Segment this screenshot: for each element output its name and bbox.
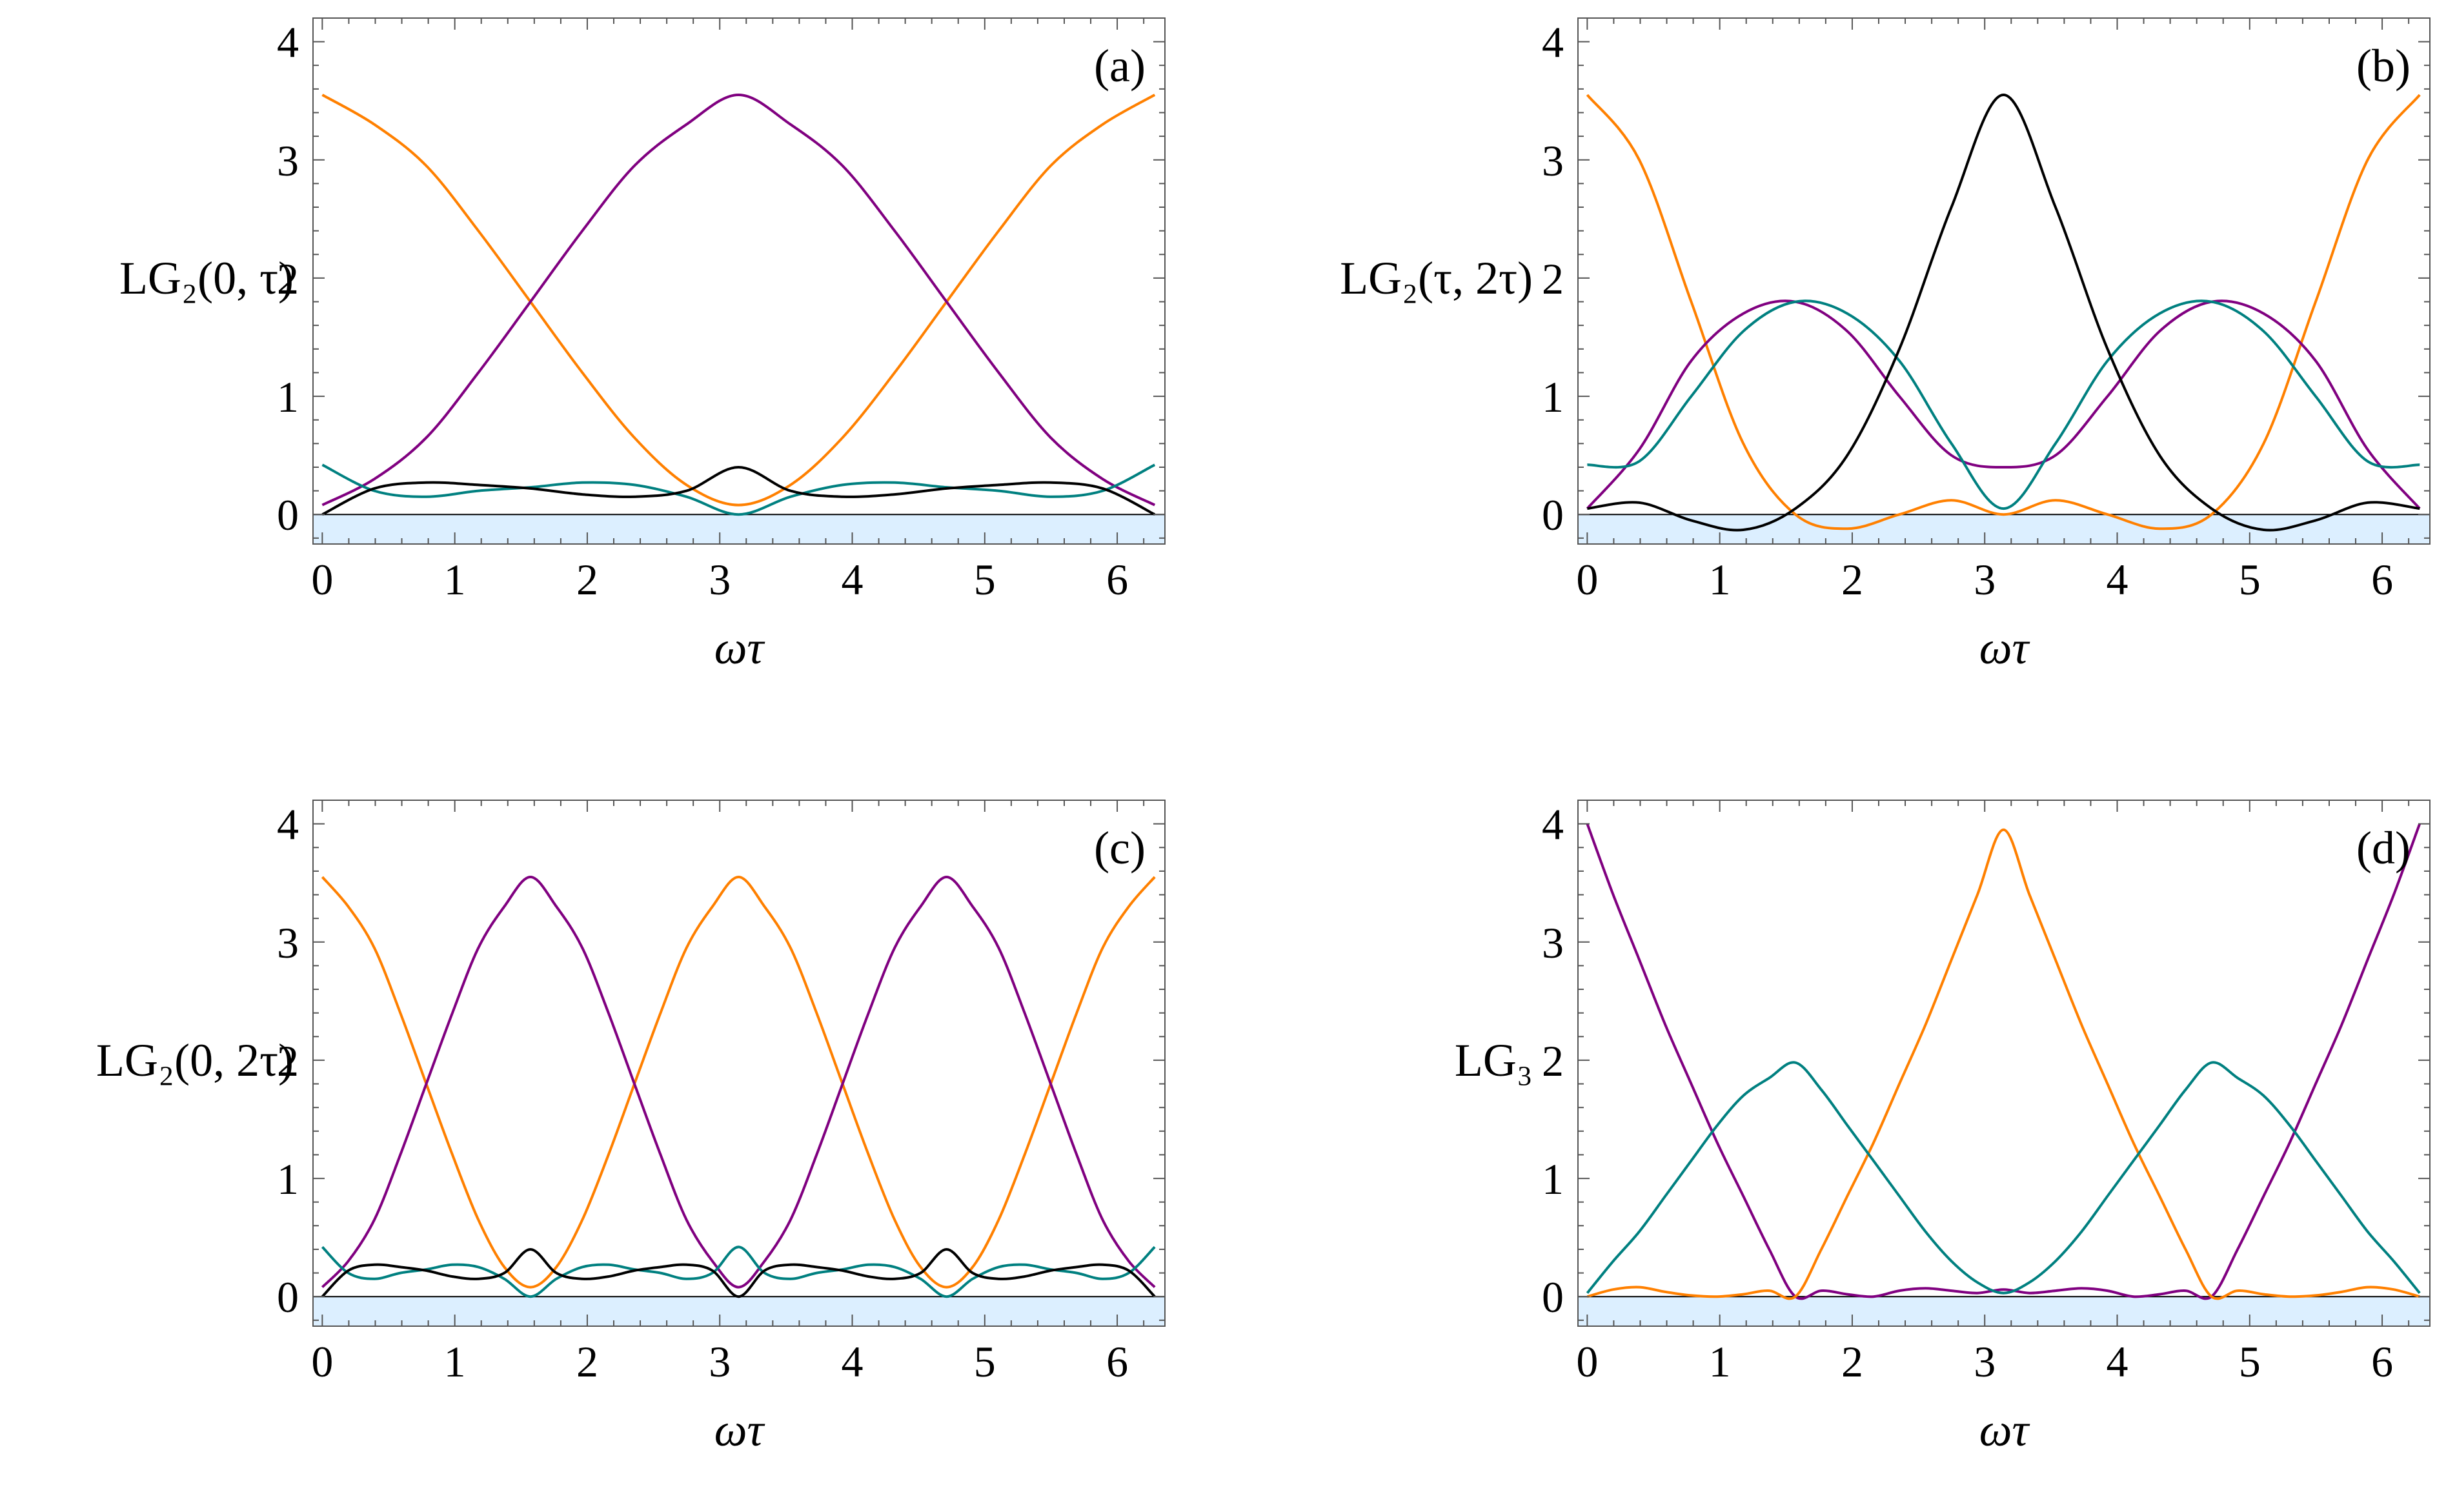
- x-axis-title: ωτ: [1979, 622, 2030, 674]
- x-tick-label: 5: [974, 555, 996, 604]
- panel-d: 0 1 2 3 4 5 6 0 1 2 3 4 ωτ LG₃ (d): [1455, 800, 2431, 1456]
- x-tick-label: 1: [1709, 1337, 1731, 1386]
- y-axis-title: LG₃: [1455, 1034, 1533, 1086]
- plot-frame: [312, 800, 1166, 1327]
- y-tick-label: 4: [277, 800, 299, 849]
- x-tick-label: 2: [576, 555, 598, 604]
- x-tick-label: 3: [1974, 555, 1996, 604]
- x-tick-label: 4: [842, 1337, 864, 1386]
- x-tick-label: 6: [1106, 555, 1128, 604]
- y-tick-label: 1: [1542, 372, 1564, 421]
- x-tick-label: 1: [1709, 555, 1731, 604]
- x-tick-label: 0: [1576, 1337, 1598, 1386]
- x-axis-title: ωτ: [1979, 1404, 2030, 1456]
- y-tick-label: 3: [1542, 136, 1564, 185]
- y-tick-label: 4: [277, 18, 299, 67]
- series-purple-line: [321, 876, 1156, 1289]
- panel-label: (c): [1094, 822, 1146, 874]
- x-tick-label: 6: [2371, 1337, 2393, 1386]
- x-tick-label: 4: [2107, 1337, 2128, 1386]
- x-tick-label: 1: [444, 555, 466, 604]
- y-tick-label: 4: [1542, 800, 1564, 849]
- x-tick-label: 4: [2107, 555, 2128, 604]
- x-tick-label: 0: [311, 555, 333, 604]
- x-axis-title: ωτ: [714, 622, 765, 674]
- series-purple-line: [1586, 299, 2421, 510]
- panel-a: 0 1 2 3 4 5 6 0 1 2 3 4 ωτ LG₂(0, τ) (a): [119, 17, 1166, 674]
- series-orange-line: [1586, 94, 2421, 530]
- x-axis-title: ωτ: [714, 1404, 765, 1456]
- y-tick-label: 2: [277, 1036, 299, 1085]
- y-tick-label: 3: [277, 918, 299, 967]
- x-tick-label: 5: [974, 1337, 996, 1386]
- y-tick-label: 3: [277, 136, 299, 185]
- series-teal-line: [1587, 299, 2420, 510]
- y-tick-label: 0: [1542, 490, 1564, 539]
- series-teal-line: [321, 1245, 1156, 1298]
- series-orange-line: [321, 876, 1156, 1289]
- panel-c: 0 1 2 3 4 5 6 0 1 2 3 4 ωτ LG₂(0, 2τ) (c): [96, 800, 1166, 1456]
- x-tick-label: 0: [311, 1337, 333, 1386]
- series-black-line: [321, 466, 1156, 516]
- x-tick-label: 3: [709, 555, 731, 604]
- y-tick-label: 2: [1542, 1036, 1564, 1085]
- series-teal-line: [321, 463, 1156, 516]
- series-orange-line: [321, 94, 1156, 507]
- y-tick-label: 1: [277, 372, 299, 421]
- x-tick-label: 4: [842, 555, 864, 604]
- y-axis-title: LG₂(0, τ): [119, 252, 294, 304]
- series-teal-line: [1586, 1061, 2421, 1295]
- y-tick-label: 3: [1542, 918, 1564, 967]
- x-tick-label: 5: [2239, 555, 2261, 604]
- plot-frame: [312, 17, 1166, 545]
- x-tick-label: 6: [2371, 555, 2393, 604]
- y-tick-label: 2: [277, 254, 299, 303]
- panel-label: (a): [1094, 40, 1146, 92]
- plot-frame: [1577, 800, 2431, 1327]
- series-purple-line: [1586, 823, 2421, 1300]
- y-tick-label: 1: [277, 1154, 299, 1204]
- y-tick-label: 4: [1542, 18, 1564, 67]
- x-tick-label: 3: [709, 1337, 731, 1386]
- y-axis-title: LG₂(0, 2τ): [96, 1034, 294, 1086]
- panel-b: 0 1 2 3 4 5 6 0 1 2 3 4 ωτ LG₂(τ, 2τ) (b): [1340, 17, 2431, 674]
- y-tick-label: 1: [1542, 1154, 1564, 1204]
- panel-label: (b): [2356, 40, 2411, 92]
- y-tick-label: 0: [277, 1273, 299, 1322]
- series-black-line: [1587, 94, 2420, 532]
- x-tick-label: 2: [1841, 1337, 1863, 1386]
- x-tick-label: 3: [1974, 1337, 1996, 1386]
- x-tick-label: 5: [2239, 1337, 2261, 1386]
- x-tick-label: 2: [576, 1337, 598, 1386]
- series-orange-line: [1586, 828, 2420, 1300]
- x-tick-label: 1: [444, 1337, 466, 1386]
- y-tick-label: 0: [1542, 1273, 1564, 1322]
- y-tick-label: 0: [277, 490, 299, 539]
- y-axis-title: LG₂(τ, 2τ): [1340, 252, 1533, 304]
- x-tick-label: 6: [1106, 1337, 1128, 1386]
- plot-frame: [1577, 17, 2431, 545]
- series-black-line: [321, 1248, 1156, 1298]
- x-tick-label: 0: [1576, 555, 1598, 604]
- series-purple-line: [321, 94, 1156, 507]
- x-tick-label: 2: [1841, 555, 1863, 604]
- panel-label: (d): [2356, 822, 2411, 874]
- y-tick-label: 2: [1542, 254, 1564, 303]
